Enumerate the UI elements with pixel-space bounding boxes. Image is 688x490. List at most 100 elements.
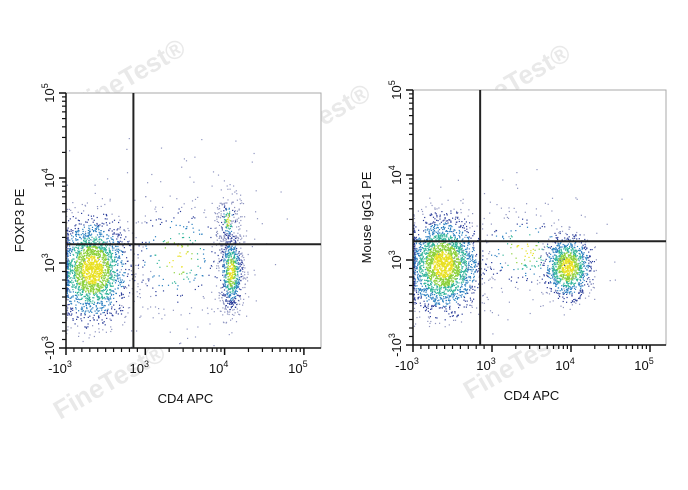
- event-dot: [67, 279, 69, 281]
- event-dot: [97, 276, 99, 278]
- event-dot: [453, 283, 455, 285]
- event-dot: [105, 257, 107, 259]
- event-dot: [77, 252, 79, 254]
- event-dot: [99, 263, 101, 265]
- event-dot: [449, 295, 451, 297]
- event-dot: [77, 229, 80, 232]
- event-dot: [241, 267, 243, 269]
- event-dot: [79, 272, 81, 274]
- event-dot: [414, 265, 416, 267]
- event-dot: [448, 254, 450, 256]
- event-dot: [186, 251, 188, 253]
- event-dot: [189, 312, 191, 315]
- event-dot: [187, 278, 190, 280]
- event-dot: [106, 263, 108, 265]
- event-dot: [203, 258, 205, 260]
- event-dot: [89, 298, 91, 301]
- event-dot: [421, 208, 423, 211]
- event-dot: [197, 265, 199, 267]
- event-dot: [102, 322, 104, 324]
- event-dot: [110, 294, 113, 296]
- event-dot: [92, 297, 94, 299]
- event-dot: [89, 283, 91, 286]
- event-dot: [72, 272, 74, 274]
- event-dot: [82, 288, 84, 290]
- event-dot: [78, 248, 80, 250]
- event-dot: [455, 247, 457, 249]
- event-dot: [229, 293, 231, 295]
- event-dot: [105, 331, 107, 333]
- event-dot: [115, 279, 117, 281]
- event-dot: [109, 318, 111, 320]
- event-dot: [456, 210, 458, 213]
- event-dot: [129, 245, 131, 247]
- event-dot: [224, 271, 226, 273]
- event-dot: [191, 200, 194, 202]
- event-dot: [233, 185, 235, 187]
- event-dot: [194, 288, 196, 291]
- event-dot: [78, 223, 80, 225]
- event-dot: [431, 278, 433, 280]
- event-dot: [449, 257, 451, 259]
- event-dot: [214, 276, 216, 278]
- event-dot: [222, 216, 224, 218]
- event-dot: [182, 233, 184, 235]
- event-dot: [67, 240, 69, 242]
- event-dot: [67, 234, 69, 236]
- event-dot: [87, 316, 89, 318]
- event-dot: [67, 312, 69, 314]
- event-dot: [123, 286, 125, 288]
- event-dot: [76, 267, 78, 269]
- event-dot: [436, 258, 438, 260]
- event-dot: [447, 275, 449, 277]
- event-dot: [225, 227, 228, 229]
- event-dot: [82, 289, 84, 291]
- event-dot: [437, 269, 439, 271]
- event-dot: [236, 294, 238, 296]
- event-dot: [97, 253, 99, 255]
- event-dot: [90, 262, 92, 264]
- event-dot: [223, 221, 225, 223]
- event-dot: [90, 287, 92, 289]
- event-dot: [232, 290, 234, 292]
- event-dot: [104, 247, 107, 250]
- event-dot: [114, 258, 116, 260]
- event-dot: [472, 260, 474, 263]
- event-dot: [98, 265, 100, 267]
- event-dot: [219, 202, 221, 204]
- event-dot: [415, 302, 417, 304]
- event-dot: [439, 273, 441, 275]
- event-dot: [91, 270, 93, 272]
- event-dot: [194, 240, 196, 242]
- event-dot: [427, 277, 430, 279]
- event-dot: [472, 280, 474, 282]
- event-dot: [175, 224, 177, 226]
- event-dot: [81, 267, 83, 269]
- event-dot: [243, 235, 245, 237]
- event-dot: [233, 300, 236, 302]
- event-dot: [417, 264, 419, 266]
- event-dot: [93, 250, 95, 252]
- event-dot: [106, 218, 108, 220]
- event-dot: [436, 317, 438, 319]
- event-dot: [82, 272, 84, 274]
- event-dot: [231, 288, 233, 290]
- event-dot: [67, 326, 69, 328]
- event-dot: [76, 291, 78, 294]
- event-dot: [71, 313, 73, 315]
- event-dot: [228, 246, 230, 248]
- event-dot: [93, 292, 95, 294]
- event-dot: [75, 234, 77, 236]
- event-dot: [124, 272, 126, 274]
- event-dot: [76, 239, 78, 241]
- event-dot: [444, 273, 446, 276]
- event-dot: [221, 287, 223, 289]
- event-dot: [68, 272, 70, 274]
- event-dot: [98, 259, 100, 261]
- event-dot: [253, 152, 255, 155]
- event-dot: [234, 237, 237, 239]
- event-dot: [445, 272, 447, 274]
- event-dot: [98, 285, 100, 287]
- event-dot: [130, 264, 132, 266]
